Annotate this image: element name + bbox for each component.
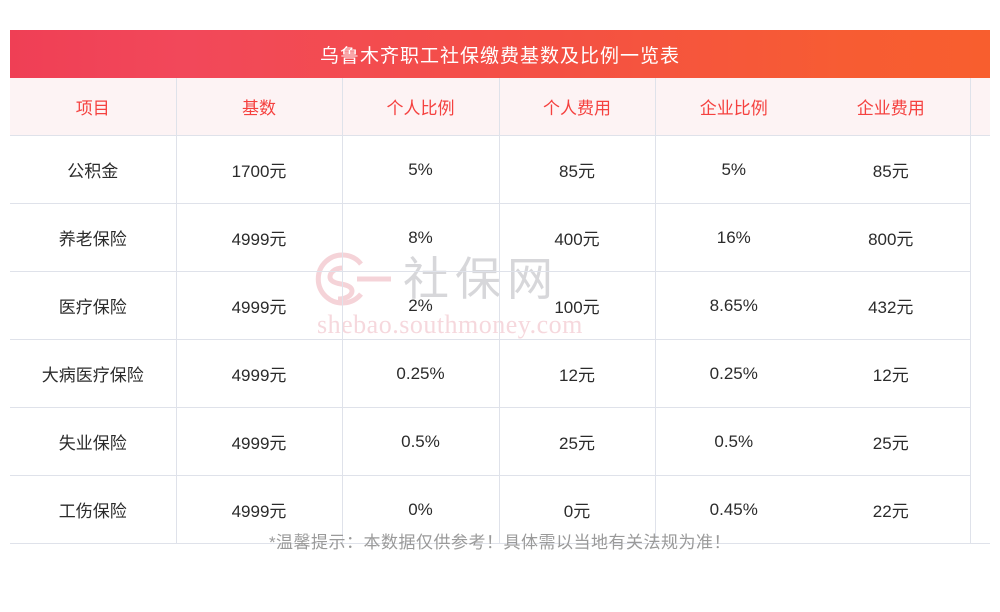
table-header: 项目 基数 个人比例 个人费用 企业比例 企业费用	[10, 78, 990, 136]
cell-company-rate: 16%	[655, 203, 812, 272]
cell-personal-fee: 25元	[499, 407, 656, 476]
cell-spacer	[970, 408, 990, 476]
cell-base: 4999元	[176, 271, 343, 340]
cell-item: 医疗保险	[10, 271, 177, 340]
cell-base: 4999元	[176, 407, 343, 476]
column-header-personal-rate: 个人比例	[342, 78, 500, 136]
cell-spacer	[970, 136, 990, 204]
column-header-company-fee: 企业费用	[812, 78, 971, 136]
cell-spacer	[970, 340, 990, 408]
column-header-item: 项目	[10, 78, 177, 136]
cell-personal-fee: 400元	[499, 203, 656, 272]
table-row: 养老保险 4999元 8% 400元 16% 800元	[10, 203, 990, 272]
cell-company-fee: 22元	[812, 475, 971, 544]
table-row: 工伤保险 4999元 0% 0元 0.45% 22元	[10, 475, 990, 544]
cell-personal-fee: 0元	[499, 475, 656, 544]
table-body: 公积金 1700元 5% 85元 5% 85元 养老保险 4999元 8% 40…	[10, 135, 990, 544]
cell-base: 4999元	[176, 339, 343, 408]
cell-spacer	[970, 204, 990, 272]
cell-company-rate: 8.65%	[655, 271, 812, 340]
cell-item: 养老保险	[10, 203, 177, 272]
cell-personal-rate: 0%	[342, 475, 500, 544]
page-title: 乌鲁木齐职工社保缴费基数及比例一览表	[319, 45, 680, 67]
table-row: 医疗保险 4999元 2% 100元 8.65% 432元	[10, 271, 990, 340]
cell-spacer	[970, 475, 990, 544]
cell-company-rate: 5%	[655, 135, 812, 204]
cell-company-fee: 85元	[812, 135, 971, 204]
column-header-base: 基数	[176, 78, 343, 136]
cell-personal-rate: 5%	[342, 135, 500, 204]
table-row: 大病医疗保险 4999元 0.25% 12元 0.25% 12元	[10, 339, 990, 408]
page-title-banner: 乌鲁木齐职工社保缴费基数及比例一览表	[10, 30, 990, 78]
cell-personal-rate: 8%	[342, 203, 500, 272]
cell-personal-rate: 2%	[342, 271, 500, 340]
cell-spacer	[970, 272, 990, 340]
table-header-row: 项目 基数 个人比例 个人费用 企业比例 企业费用	[10, 78, 990, 136]
cell-personal-rate: 0.5%	[342, 407, 500, 476]
cell-company-rate: 0.25%	[655, 339, 812, 408]
cell-base: 4999元	[176, 475, 343, 544]
column-header-spacer	[970, 78, 990, 136]
cell-company-rate: 0.5%	[655, 407, 812, 476]
column-header-personal-fee: 个人费用	[499, 78, 656, 136]
cell-personal-fee: 85元	[499, 135, 656, 204]
cell-item: 失业保险	[10, 407, 177, 476]
cell-item: 公积金	[10, 135, 177, 204]
footer-note: *温馨提示：本数据仅供参考！具体需以当地有关法规为准！	[268, 533, 732, 552]
cell-company-fee: 25元	[812, 407, 971, 476]
cell-base: 4999元	[176, 203, 343, 272]
table-row: 失业保险 4999元 0.5% 25元 0.5% 25元	[10, 407, 990, 476]
cell-personal-rate: 0.25%	[342, 339, 500, 408]
cell-company-fee: 800元	[812, 203, 971, 272]
cell-company-rate: 0.45%	[655, 475, 812, 544]
column-header-company-rate: 企业比例	[655, 78, 812, 136]
cell-personal-fee: 100元	[499, 271, 656, 340]
cell-item: 大病医疗保险	[10, 339, 177, 408]
cell-company-fee: 432元	[812, 271, 971, 340]
rates-table-container: 项目 基数 个人比例 个人费用 企业比例 企业费用 公积金 1700元 5% 8…	[10, 78, 990, 544]
cell-base: 1700元	[176, 135, 343, 204]
table-row: 公积金 1700元 5% 85元 5% 85元	[10, 135, 990, 204]
social-insurance-rates-table: 项目 基数 个人比例 个人费用 企业比例 企业费用 公积金 1700元 5% 8…	[10, 78, 990, 544]
cell-company-fee: 12元	[812, 339, 971, 408]
cell-personal-fee: 12元	[499, 339, 656, 408]
cell-item: 工伤保险	[10, 475, 177, 544]
